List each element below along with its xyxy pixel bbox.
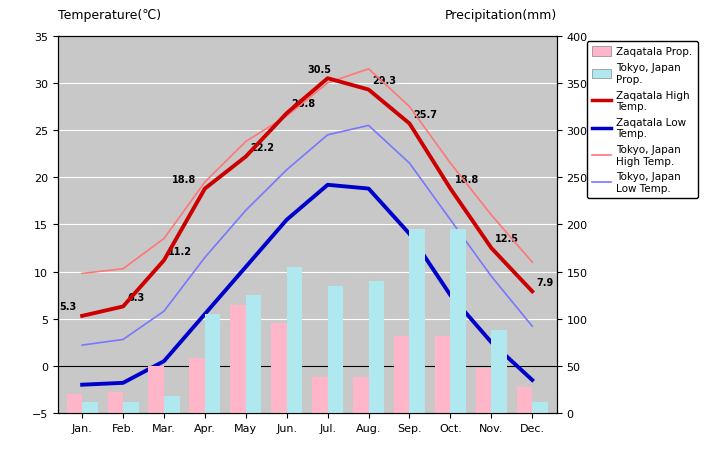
Bar — [328, 286, 343, 413]
Bar — [67, 394, 82, 413]
Text: 12.5: 12.5 — [495, 234, 519, 244]
Bar — [230, 305, 246, 413]
Legend: Zaqatala Prop., Tokyo, Japan
Prop., Zaqatala High
Temp., Zaqatala Low
Temp., Tok: Zaqatala Prop., Tokyo, Japan Prop., Zaqa… — [587, 42, 698, 199]
Bar — [189, 358, 205, 413]
Bar — [353, 377, 369, 413]
Bar — [435, 336, 451, 413]
Text: 29.3: 29.3 — [373, 76, 397, 86]
Bar — [517, 387, 532, 413]
Bar — [451, 230, 466, 413]
Bar — [271, 324, 287, 413]
Bar — [287, 267, 302, 413]
Bar — [532, 402, 548, 413]
Bar — [369, 281, 384, 413]
Text: 18.8: 18.8 — [172, 174, 197, 185]
Bar — [148, 366, 164, 413]
Bar — [410, 230, 425, 413]
Text: 26.8: 26.8 — [291, 99, 315, 109]
Text: 11.2: 11.2 — [168, 246, 192, 256]
Text: Precipitation(mm): Precipitation(mm) — [444, 9, 557, 22]
Bar — [82, 402, 98, 413]
Bar — [312, 377, 328, 413]
Bar — [164, 396, 179, 413]
Bar — [246, 296, 261, 413]
Bar — [123, 402, 139, 413]
Bar — [394, 336, 410, 413]
Bar — [205, 314, 220, 413]
Bar — [491, 330, 507, 413]
Text: 25.7: 25.7 — [413, 110, 438, 119]
Text: 6.3: 6.3 — [127, 292, 145, 302]
Text: 30.5: 30.5 — [307, 64, 331, 74]
Bar — [476, 368, 491, 413]
Text: 7.9: 7.9 — [536, 277, 554, 287]
Text: 22.2: 22.2 — [250, 142, 274, 152]
Text: 5.3: 5.3 — [59, 302, 76, 312]
Text: 18.8: 18.8 — [454, 174, 479, 185]
Bar — [107, 392, 123, 413]
Text: Temperature(℃): Temperature(℃) — [58, 9, 161, 22]
